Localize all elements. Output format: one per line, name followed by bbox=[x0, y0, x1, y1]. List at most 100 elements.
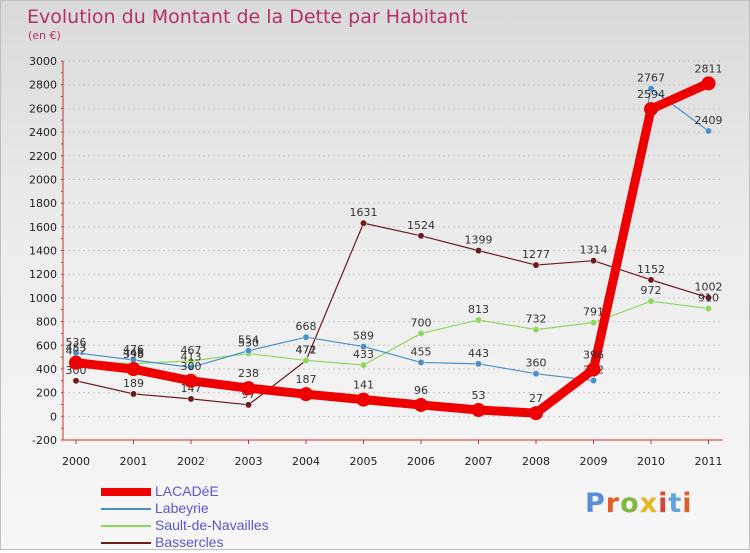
series-line-0 bbox=[71, 78, 713, 418]
data-label: 791 bbox=[583, 306, 604, 319]
legend-label: Bassercles bbox=[155, 534, 224, 550]
x-tick-label: 2007 bbox=[465, 455, 493, 468]
data-point bbox=[590, 377, 597, 384]
y-tick-label: 1400 bbox=[29, 245, 57, 258]
data-point bbox=[532, 326, 540, 334]
data-label: 1524 bbox=[407, 219, 435, 232]
data-label: 476 bbox=[123, 343, 144, 356]
y-tick-label: 3000 bbox=[29, 55, 57, 68]
x-tick-label: 2001 bbox=[120, 455, 148, 468]
x-tick-label: 2003 bbox=[235, 455, 263, 468]
logo-letter: i bbox=[682, 488, 693, 519]
logo-letter: i bbox=[658, 488, 669, 519]
data-label: 732 bbox=[526, 313, 547, 326]
x-tick-label: 2009 bbox=[580, 455, 608, 468]
series-line-3 bbox=[75, 222, 710, 406]
y-tick-label: 2200 bbox=[29, 150, 57, 163]
data-label: 300 bbox=[181, 360, 202, 373]
data-label: 1631 bbox=[350, 206, 378, 219]
data-point bbox=[187, 395, 195, 403]
data-point bbox=[360, 219, 367, 227]
data-point bbox=[475, 247, 482, 255]
y-tick-label: 1600 bbox=[29, 221, 57, 234]
data-point bbox=[590, 319, 597, 327]
data-label: 700 bbox=[411, 316, 432, 329]
legend-swatch bbox=[101, 542, 151, 544]
x-tick-label: 2008 bbox=[522, 455, 550, 468]
data-point bbox=[705, 305, 712, 312]
y-tick-label: 600 bbox=[36, 339, 57, 352]
x-tick-label: 2011 bbox=[695, 455, 723, 468]
data-label: 1314 bbox=[580, 244, 608, 257]
data-point bbox=[245, 347, 252, 355]
data-point bbox=[532, 261, 540, 269]
legend-swatch bbox=[101, 488, 151, 496]
x-tick-label: 2004 bbox=[292, 455, 320, 468]
y-tick-label: 0 bbox=[50, 410, 57, 423]
data-label: 2409 bbox=[695, 114, 723, 127]
data-point bbox=[475, 360, 482, 368]
data-label: 536 bbox=[66, 336, 87, 349]
x-tick-label: 2000 bbox=[62, 455, 90, 468]
data-label: 1399 bbox=[465, 234, 493, 247]
data-label: 398 bbox=[123, 348, 144, 361]
x-tick-label: 2006 bbox=[407, 455, 435, 468]
x-tick-label: 2002 bbox=[177, 455, 205, 468]
data-label: 972 bbox=[641, 284, 662, 297]
data-label: 53 bbox=[472, 389, 486, 402]
data-label: 27 bbox=[529, 392, 543, 405]
y-tick-label: 2800 bbox=[29, 79, 57, 92]
data-point bbox=[69, 355, 83, 370]
data-point bbox=[126, 362, 141, 377]
series-line-2 bbox=[75, 300, 710, 366]
data-point bbox=[590, 257, 597, 265]
data-point bbox=[184, 373, 198, 388]
data-label: 446 bbox=[123, 346, 144, 359]
data-point bbox=[360, 343, 367, 351]
legend-label: Sault-de-Navailles bbox=[155, 517, 269, 533]
data-point bbox=[644, 102, 658, 117]
data-point bbox=[475, 316, 482, 324]
data-label: 433 bbox=[353, 348, 374, 361]
logo-letter: t bbox=[668, 488, 683, 519]
data-point bbox=[417, 232, 425, 240]
data-point bbox=[647, 276, 655, 284]
data-label: 530 bbox=[238, 337, 259, 350]
data-label: 471 bbox=[296, 344, 317, 357]
data-label: 910 bbox=[698, 292, 719, 305]
y-tick-label: 2000 bbox=[29, 173, 57, 186]
legend-label: Labeyrie bbox=[155, 500, 209, 516]
y-tick-label: 1800 bbox=[29, 197, 57, 210]
data-point bbox=[705, 127, 712, 135]
x-tick-label: 2010 bbox=[637, 455, 665, 468]
y-tick-label: 1200 bbox=[29, 268, 57, 281]
x-tick-label: 2005 bbox=[350, 455, 378, 468]
data-point bbox=[647, 85, 655, 93]
data-label: 467 bbox=[181, 344, 202, 357]
data-point bbox=[414, 397, 428, 412]
data-point bbox=[302, 356, 310, 364]
legend-swatch bbox=[101, 525, 151, 527]
y-tick-label: 400 bbox=[36, 363, 57, 376]
y-tick-label: 1000 bbox=[29, 292, 57, 305]
data-point bbox=[532, 370, 540, 378]
chart-subtitle: (en €) bbox=[28, 29, 61, 42]
y-tick-label: 200 bbox=[36, 387, 57, 400]
data-label: 2811 bbox=[695, 62, 723, 75]
data-label: 554 bbox=[238, 334, 259, 347]
y-tick-label: 2400 bbox=[29, 126, 57, 139]
data-point bbox=[705, 294, 712, 302]
data-label: 453 bbox=[66, 342, 87, 355]
data-point bbox=[299, 387, 313, 402]
data-label: 141 bbox=[353, 379, 374, 392]
data-point bbox=[302, 333, 310, 341]
data-point bbox=[356, 392, 371, 407]
data-point bbox=[586, 362, 601, 377]
data-point bbox=[72, 377, 80, 385]
data-point bbox=[471, 403, 486, 418]
legend-label: LACADéE bbox=[155, 483, 219, 499]
data-point bbox=[360, 361, 367, 369]
data-label: 2594 bbox=[637, 88, 665, 101]
proxiti-logo: Proxiti bbox=[585, 488, 693, 519]
